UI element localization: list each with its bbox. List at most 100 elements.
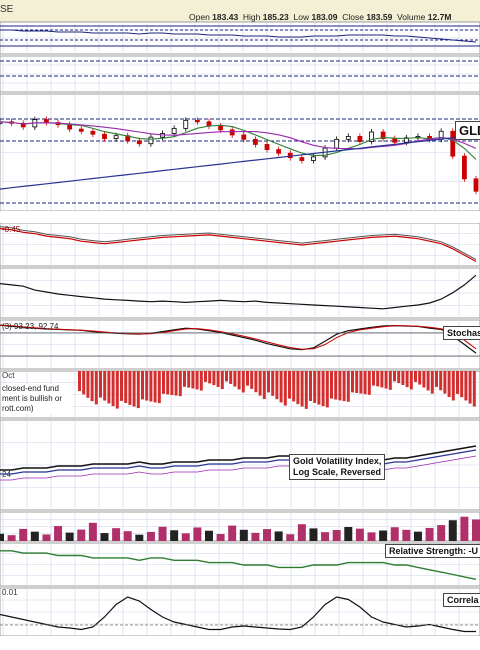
histogram-bar: [246, 371, 249, 386]
histogram-bar: [216, 371, 220, 388]
volume-bar: [146, 531, 155, 541]
volume-bar: [123, 531, 132, 541]
histogram-bar: [351, 371, 354, 393]
histogram-bar: [195, 371, 199, 390]
volume-bar: [274, 531, 283, 541]
price-candle: [194, 119, 200, 123]
volume-bar: [321, 532, 330, 541]
volume-bar: [297, 524, 306, 541]
price-candle: [218, 125, 223, 131]
price-candle: [461, 155, 467, 180]
histogram-bar: [237, 371, 241, 390]
histogram-bar: [153, 371, 157, 403]
volume-bar: [425, 527, 434, 541]
histogram-bar: [220, 371, 224, 390]
macd-signal-line: [0, 226, 477, 261]
price-candle: [113, 135, 119, 140]
histogram-bar: [166, 371, 170, 395]
histogram-bar: [384, 371, 388, 389]
histogram-bar: [409, 371, 413, 390]
volume-bar: [204, 530, 213, 541]
price-candle: [148, 136, 154, 145]
gvz-label-line2: Log Scale, Reversed: [293, 467, 382, 477]
open-value: 183.43: [212, 12, 239, 22]
close-value: 183.59: [366, 12, 393, 22]
price-symbol-label: GLD: [455, 121, 480, 140]
histogram-bar: [145, 371, 149, 401]
histogram-bar: [313, 371, 317, 403]
histogram-bar: [439, 371, 443, 391]
volume-bar: [112, 528, 121, 541]
price-candle: [311, 156, 316, 161]
price-candle: [90, 130, 96, 135]
histogram-bar: [309, 371, 312, 401]
histogram-bar: [418, 371, 422, 385]
histogram-bar: [283, 371, 287, 406]
price-candle: [253, 138, 258, 145]
histogram-bar: [367, 371, 371, 395]
histogram-bar: [342, 371, 346, 402]
histogram-bar: [435, 371, 438, 387]
gvz-band-line: [0, 455, 477, 481]
volume-bar: [77, 529, 86, 541]
price-candle: [67, 124, 73, 130]
exchange-label: SE: [0, 4, 14, 15]
histogram-bar: [82, 371, 86, 395]
histogram-bar: [338, 371, 342, 401]
volume-bar: [42, 534, 51, 541]
gvz-small-label: 24: [2, 470, 11, 479]
gvz-label: Gold Volatility Index, Log Scale, Revers…: [289, 454, 386, 480]
volume-bar: [239, 529, 248, 541]
histogram-bar: [225, 371, 228, 382]
price-candle: [241, 134, 247, 140]
close-label: Close: [342, 12, 364, 22]
volume-bar: [263, 529, 272, 541]
volume-bar: [100, 533, 109, 541]
volume-bar: [460, 516, 469, 541]
histogram-bar: [300, 371, 304, 407]
correlation-value-label: 0.01: [2, 588, 18, 597]
price-candle: [369, 131, 374, 142]
price-candle: [380, 131, 386, 140]
histogram-bar: [250, 371, 254, 389]
histogram-bar: [464, 371, 468, 401]
volume-bar: [437, 525, 446, 541]
price-candle: [392, 138, 398, 143]
volume-value: 12.7M: [427, 12, 452, 22]
histogram-bar: [103, 371, 107, 401]
price-candle: [0, 121, 3, 124]
histogram-bar: [229, 371, 233, 384]
histogram-bar: [397, 371, 401, 384]
histogram-bar: [267, 371, 270, 393]
histogram-bar: [451, 371, 455, 401]
histogram-bar: [204, 371, 207, 382]
histogram-bar: [330, 371, 333, 399]
volume-bar: [402, 529, 411, 541]
price-candle: [345, 136, 351, 140]
histogram-bar: [258, 371, 262, 396]
macd-line: [0, 227, 477, 263]
price-candle: [264, 144, 270, 150]
stoch-values-label: (3) 93.23, 92.74: [2, 322, 59, 331]
open-label: Open: [189, 12, 210, 22]
histogram-bar: [359, 371, 363, 394]
volume-bar: [309, 528, 318, 541]
histogram-bar: [456, 371, 459, 394]
volume-bar: [286, 534, 295, 541]
rsi-line: [0, 274, 477, 310]
histogram-bar: [288, 371, 291, 399]
histogram-bar: [422, 371, 426, 388]
histogram-bar: [241, 371, 245, 393]
histogram-bar: [304, 371, 308, 409]
histogram-bar: [279, 371, 283, 403]
histogram-bar: [149, 371, 153, 402]
volume-bar: [65, 532, 74, 541]
gvz-label-line1: Gold Volatility Index,: [293, 456, 382, 466]
volume-bar: [251, 532, 260, 541]
histogram-bar: [346, 371, 350, 402]
price-candle: [473, 178, 479, 192]
histogram-bar: [443, 371, 447, 394]
histogram-bar: [191, 371, 195, 389]
volume-bar: [344, 527, 353, 541]
